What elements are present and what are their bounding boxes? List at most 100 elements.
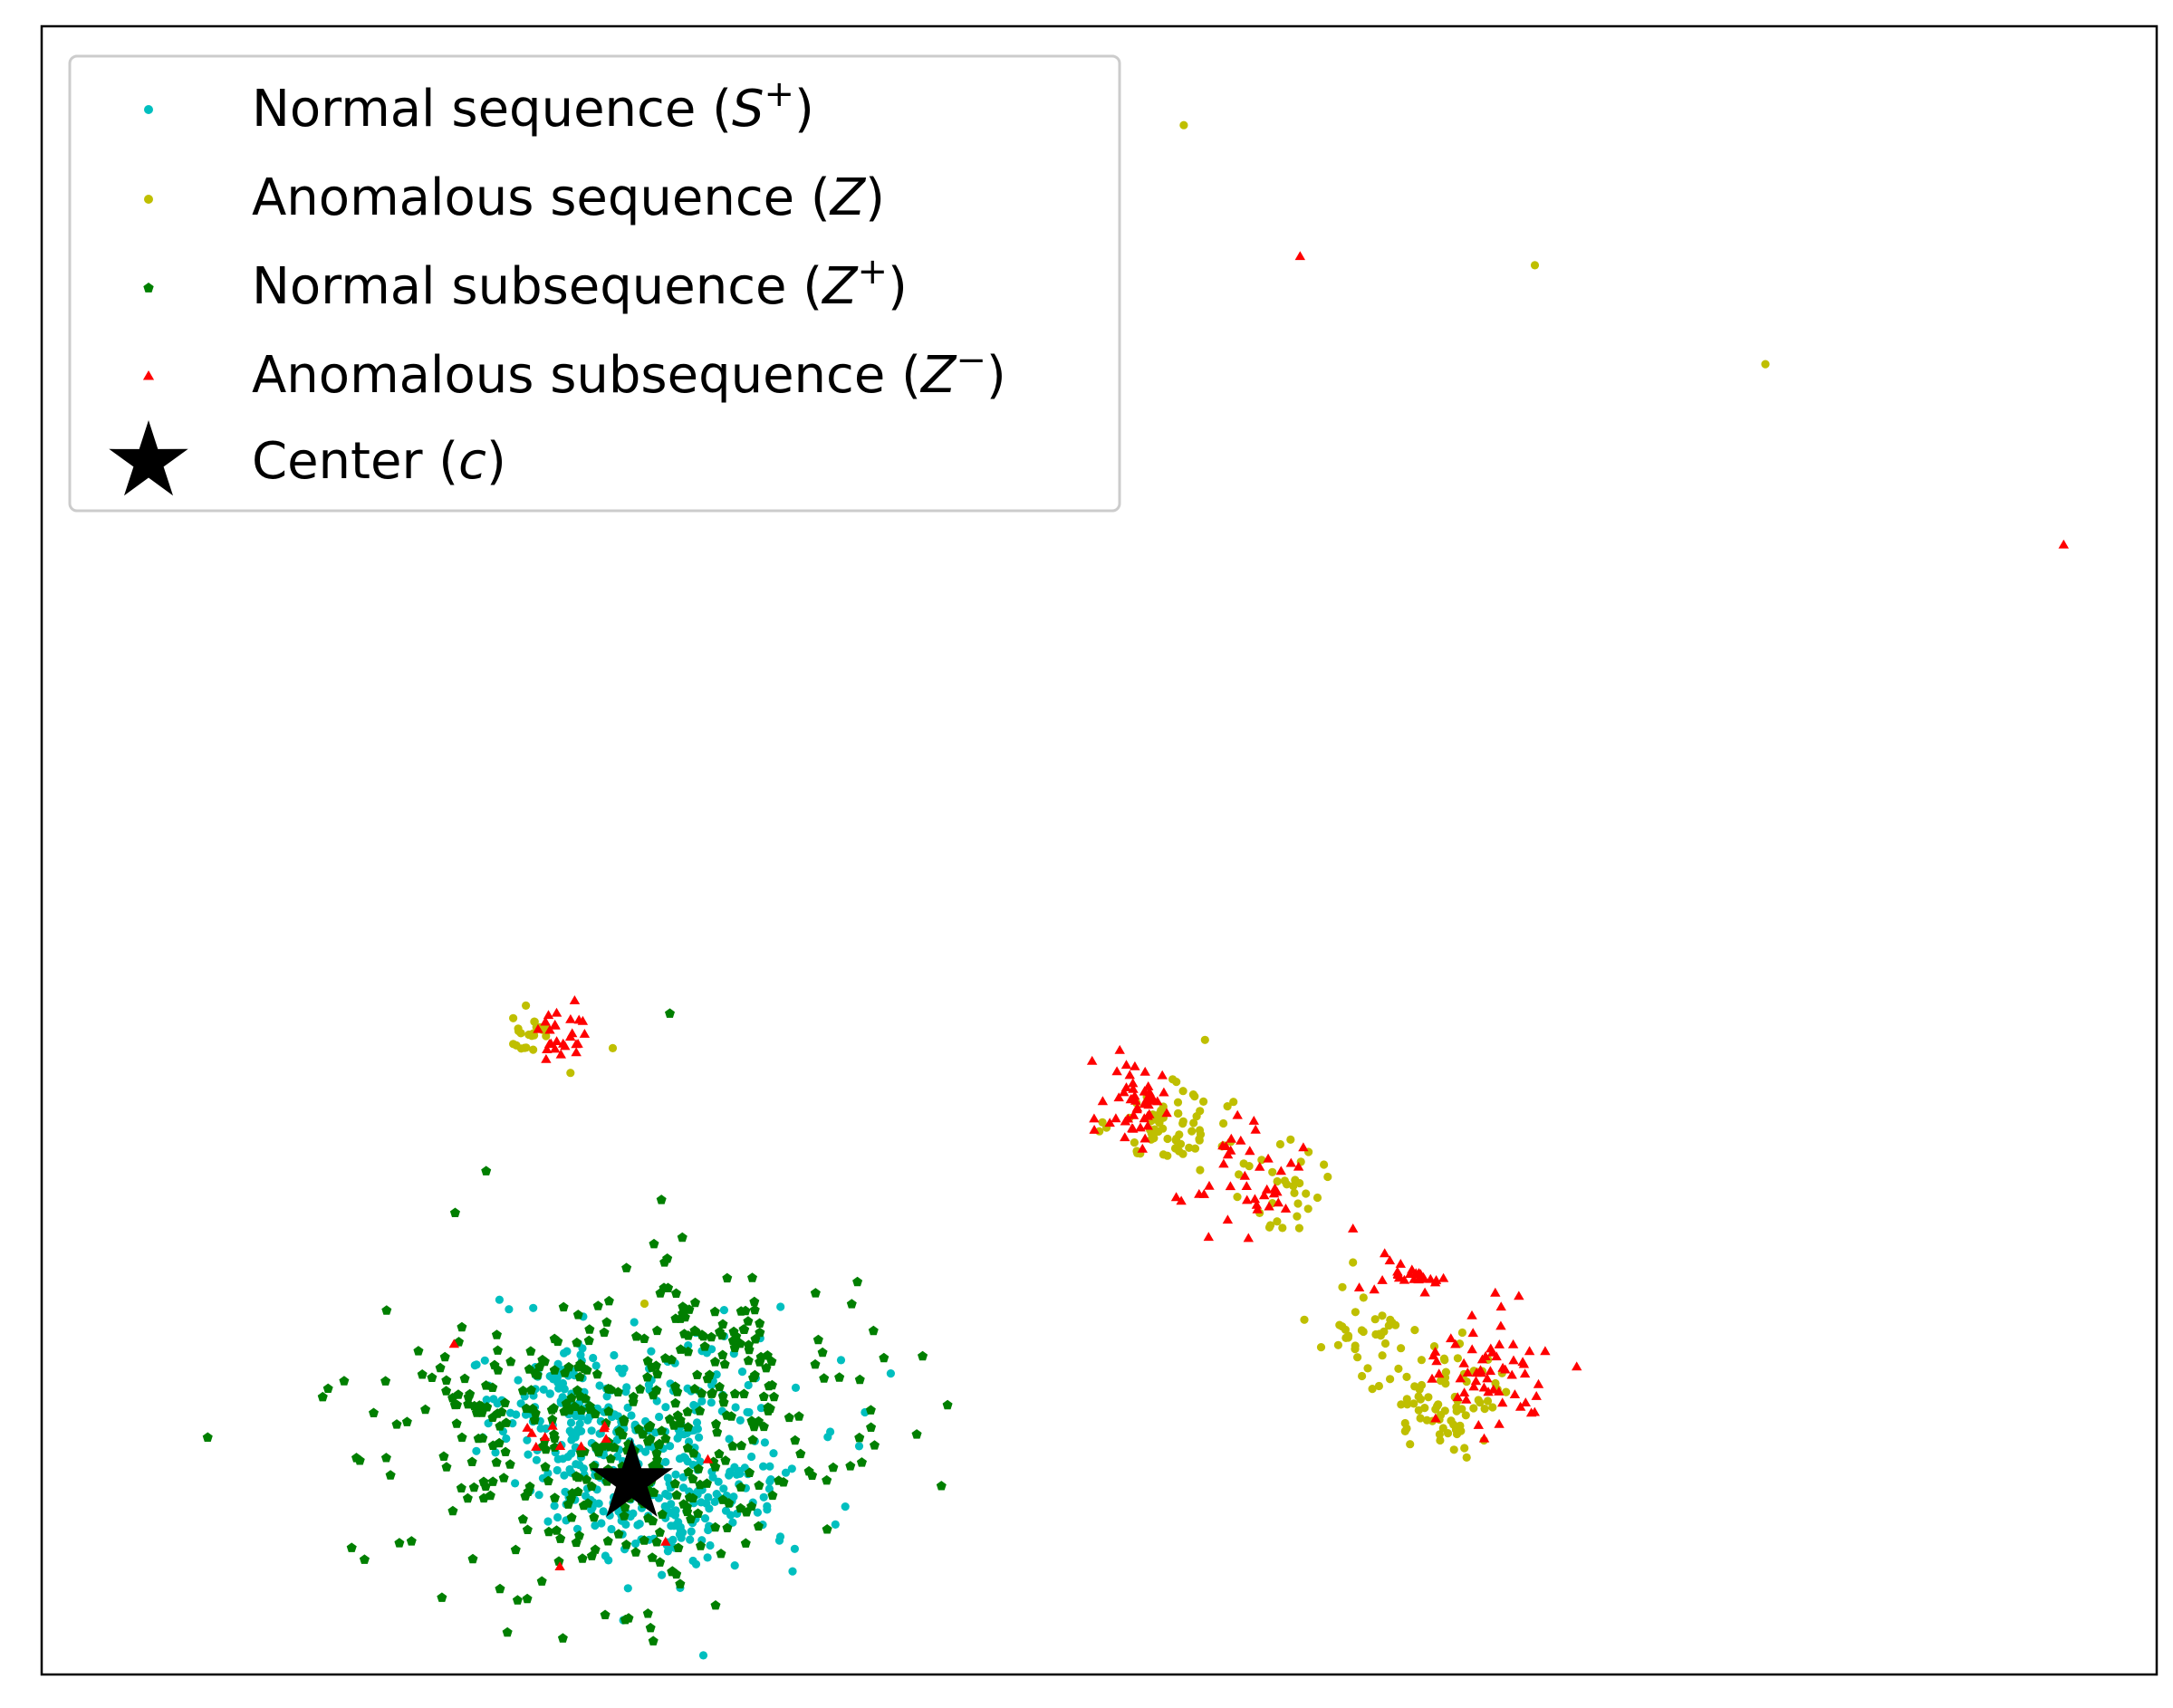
point-normal-subsequence <box>828 1462 839 1473</box>
point-anomalous-sequence <box>1351 1308 1360 1317</box>
point-normal-sequence <box>589 1353 598 1363</box>
point-anomalous-subsequence <box>1466 1310 1477 1319</box>
point-normal-subsequence <box>667 1566 678 1576</box>
point-normal-sequence <box>698 1651 708 1660</box>
point-anomalous-sequence <box>522 1001 531 1010</box>
point-normal-subsequence <box>704 1369 715 1379</box>
point-normal-subsequence <box>451 1418 462 1428</box>
point-normal-sequence <box>662 1504 671 1513</box>
point-anomalous-subsequence <box>1452 1392 1463 1402</box>
legend-marker-anomalous-subsequence <box>142 370 155 380</box>
point-normal-sequence <box>514 1376 523 1385</box>
point-anomalous-subsequence <box>1124 1070 1135 1079</box>
point-anomalous-sequence <box>1357 1326 1366 1335</box>
point-anomalous-sequence <box>1440 1406 1449 1415</box>
point-anomalous-subsequence <box>1468 1381 1479 1391</box>
point-anomalous-subsequence <box>1220 1141 1232 1150</box>
point-normal-subsequence <box>688 1448 699 1458</box>
point-normal-subsequence <box>868 1325 879 1336</box>
point-anomalous-subsequence <box>1089 1125 1100 1134</box>
point-normal-sequence <box>627 1411 636 1420</box>
point-normal-subsequence <box>766 1356 777 1367</box>
point-normal-sequence <box>763 1505 772 1514</box>
point-normal-subsequence <box>467 1553 478 1564</box>
point-normal-subsequence <box>729 1388 740 1398</box>
point-anomalous-subsequence <box>702 1454 714 1463</box>
point-normal-subsequence <box>687 1492 698 1503</box>
point-normal-sequence <box>826 1427 835 1436</box>
point-anomalous-sequence <box>1462 1453 1471 1462</box>
point-normal-subsequence <box>687 1473 698 1483</box>
point-anomalous-sequence <box>1323 1172 1332 1182</box>
point-normal-subsequence <box>359 1554 370 1564</box>
point-normal-sequence <box>836 1356 846 1365</box>
point-normal-subsequence <box>852 1276 863 1287</box>
point-normal-subsequence <box>817 1347 828 1358</box>
point-anomalous-subsequence <box>1114 1044 1125 1054</box>
point-anomalous-subsequence <box>1461 1394 1472 1404</box>
point-normal-subsequence <box>706 1331 716 1342</box>
point-anomalous-subsequence <box>1176 1195 1187 1205</box>
point-anomalous-subsequence <box>1478 1433 1490 1443</box>
point-normal-subsequence <box>784 1412 794 1423</box>
point-normal-subsequence <box>575 1391 586 1401</box>
point-normal-subsequence <box>500 1397 510 1407</box>
point-anomalous-sequence <box>1429 1342 1439 1351</box>
point-normal-subsequence <box>322 1383 333 1393</box>
point-normal-subsequence <box>675 1578 686 1588</box>
point-normal-subsequence <box>665 1008 675 1018</box>
point-anomalous-subsequence <box>1218 1158 1229 1168</box>
point-anomalous-subsequence <box>2058 539 2069 549</box>
point-anomalous-sequence <box>1380 1339 1390 1348</box>
series-anomalous-sequence <box>509 120 1770 1462</box>
point-normal-subsequence <box>643 1512 654 1523</box>
point-normal-subsequence <box>574 1530 584 1540</box>
point-normal-subsequence <box>555 1533 566 1543</box>
point-normal-subsequence <box>619 1415 630 1425</box>
point-anomalous-subsequence <box>1377 1275 1388 1284</box>
point-normal-sequence <box>597 1519 606 1528</box>
point-anomalous-sequence <box>1441 1379 1450 1388</box>
point-anomalous-subsequence <box>540 1432 551 1441</box>
point-normal-sequence <box>591 1361 601 1370</box>
point-normal-subsequence <box>717 1349 728 1359</box>
point-normal-sequence <box>764 1484 774 1493</box>
point-normal-subsequence <box>790 1435 801 1445</box>
point-anomalous-subsequence <box>1239 1170 1250 1180</box>
point-normal-subsequence <box>589 1461 599 1471</box>
point-normal-subsequence <box>717 1391 728 1401</box>
point-normal-subsequence <box>385 1470 396 1480</box>
point-anomalous-subsequence <box>1409 1273 1419 1283</box>
point-anomalous-subsequence <box>540 1016 551 1026</box>
point-normal-subsequence <box>391 1419 402 1429</box>
point-normal-subsequence <box>660 1434 671 1444</box>
point-normal-subsequence <box>911 1429 922 1439</box>
point-normal-subsequence <box>690 1297 700 1308</box>
point-anomalous-subsequence <box>533 1023 543 1033</box>
point-normal-subsequence <box>653 1439 664 1450</box>
point-normal-sequence <box>511 1479 520 1488</box>
point-anomalous-sequence <box>608 1043 618 1052</box>
point-anomalous-subsequence <box>565 1013 576 1023</box>
point-anomalous-subsequence <box>1495 1301 1506 1311</box>
point-anomalous-sequence <box>1179 120 1188 130</box>
point-anomalous-sequence <box>1483 1396 1493 1406</box>
point-anomalous-subsequence <box>1506 1369 1517 1379</box>
point-anomalous-sequence <box>1394 1364 1403 1373</box>
point-normal-sequence <box>731 1403 740 1412</box>
point-anomalous-subsequence <box>1353 1282 1365 1291</box>
legend-box <box>68 54 1121 513</box>
point-anomalous-sequence <box>1192 1112 1201 1121</box>
point-anomalous-subsequence <box>1369 1284 1380 1294</box>
point-normal-subsequence <box>743 1355 754 1366</box>
point-anomalous-subsequence <box>1225 1181 1236 1191</box>
point-normal-subsequence <box>741 1507 752 1517</box>
point-normal-subsequence <box>649 1238 659 1249</box>
point-normal-subsequence <box>767 1490 778 1501</box>
point-normal-subsequence <box>720 1455 731 1465</box>
point-normal-subsequence <box>854 1432 865 1443</box>
point-normal-sequence <box>710 1497 719 1506</box>
point-normal-subsequence <box>482 1402 493 1412</box>
point-anomalous-sequence <box>1349 1258 1358 1267</box>
point-anomalous-subsequence <box>1524 1346 1535 1356</box>
